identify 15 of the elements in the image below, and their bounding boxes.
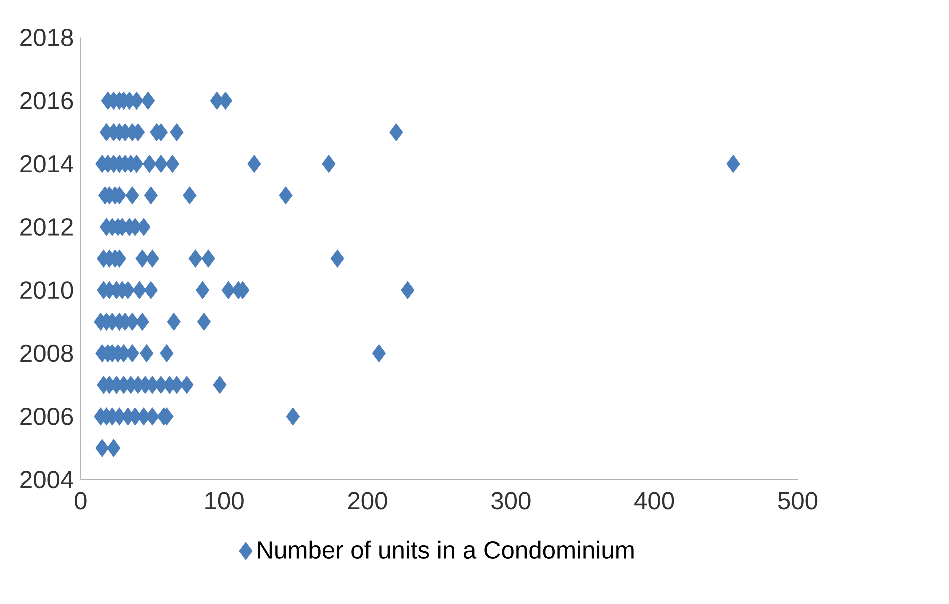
y-tick-label: 2004	[20, 471, 74, 489]
y-tick-label: 2016	[20, 92, 74, 110]
x-tick-label: 500	[778, 492, 818, 510]
x-tick-label: 400	[634, 492, 674, 510]
y-tick-label: 2008	[20, 344, 74, 362]
y-tick-label: 2010	[20, 282, 74, 300]
x-tick-label: 200	[348, 492, 388, 510]
y-tick-label: 2012	[20, 218, 73, 236]
x-tick-label: 0	[74, 492, 87, 510]
y-tick-label: 2018	[20, 29, 74, 47]
x-tick-label: 300	[492, 492, 531, 510]
y-tick-label: 2006	[20, 408, 74, 426]
y-tick-label: 2014	[20, 155, 74, 173]
legend-label: Number of units in a Condominium	[258, 540, 634, 560]
x-tick-label: 100	[206, 492, 244, 510]
